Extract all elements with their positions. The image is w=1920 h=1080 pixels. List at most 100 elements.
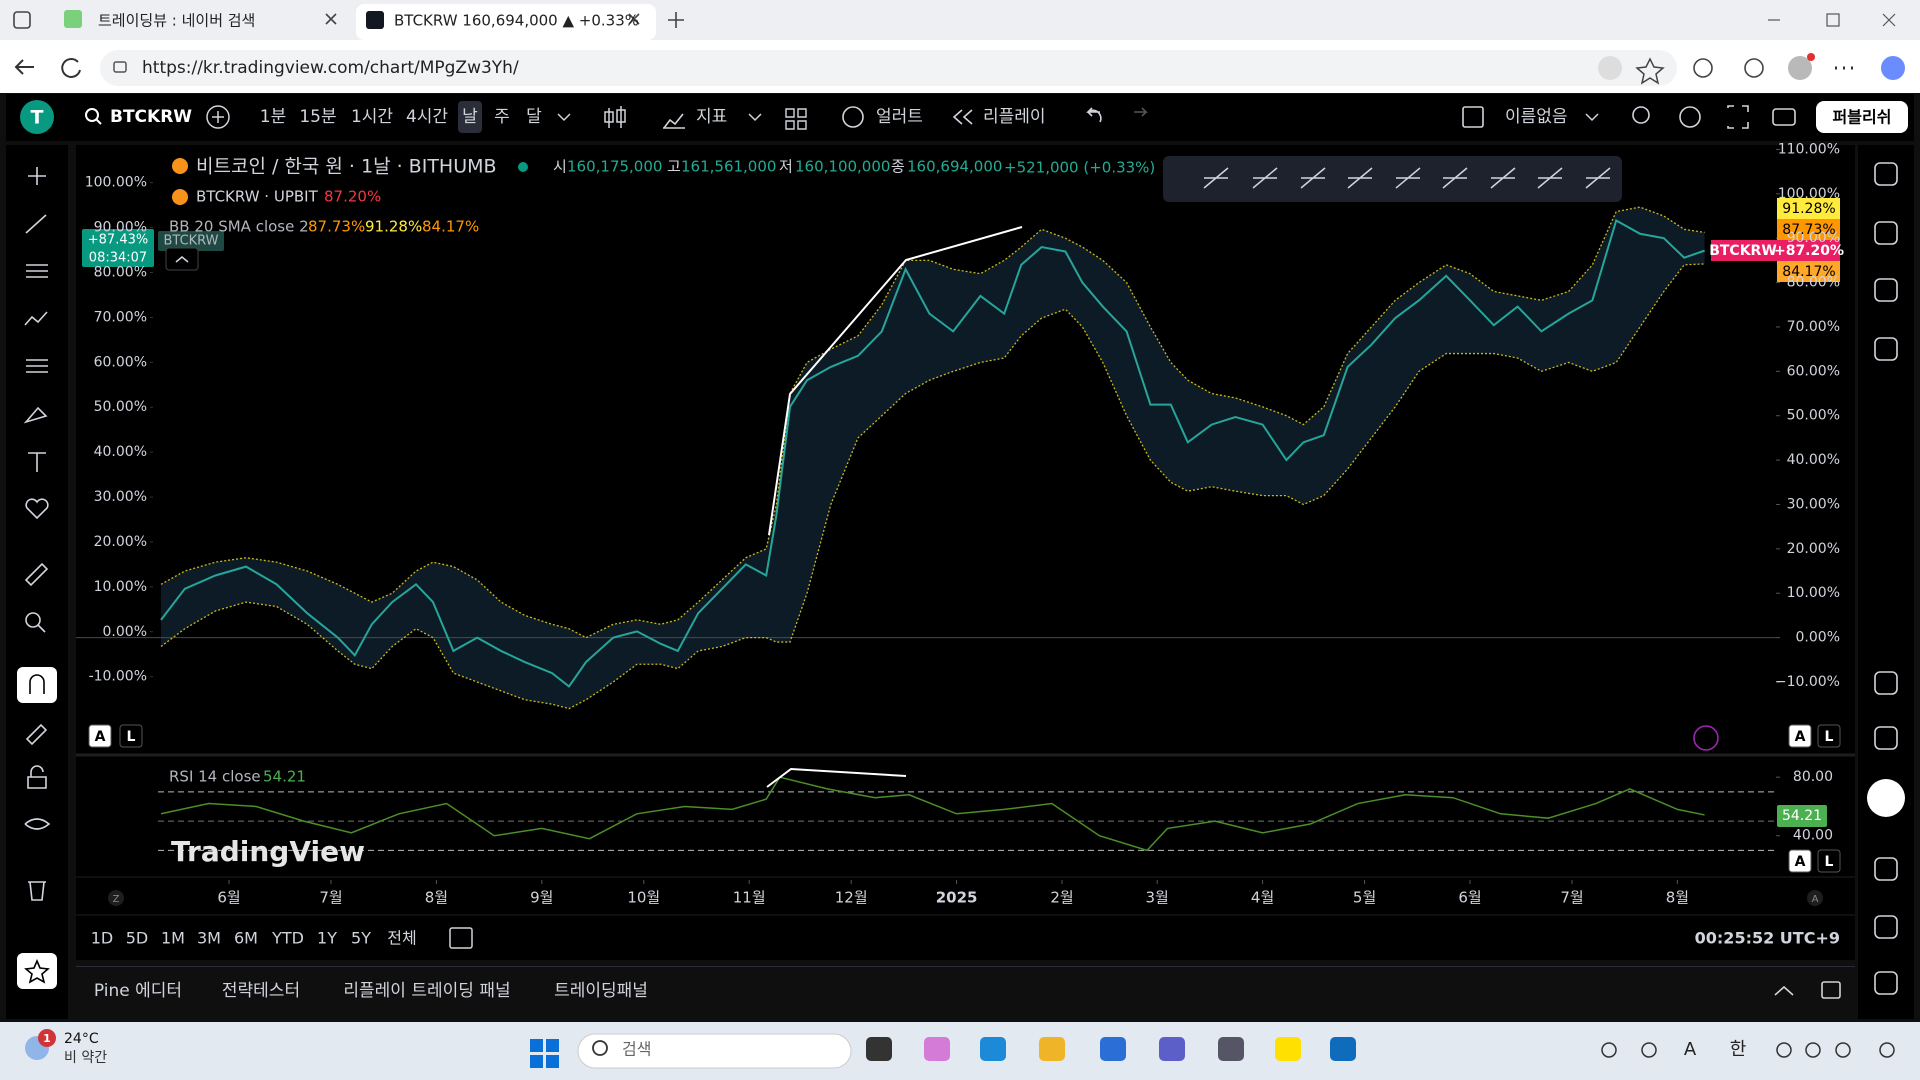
layout-dropdown[interactable] [1585, 113, 1599, 122]
range-button[interactable]: 1D [91, 929, 114, 948]
replay-icon[interactable] [952, 109, 973, 125]
tool-icon[interactable] [28, 167, 46, 185]
a-button[interactable] [1807, 890, 1823, 906]
lightning[interactable] [1693, 725, 1719, 751]
pane-button[interactable] [1817, 724, 1841, 748]
maximize[interactable] [1826, 13, 1840, 27]
search-box[interactable] [577, 1033, 852, 1069]
widget-icon[interactable] [1874, 726, 1898, 750]
tracking-icon[interactable] [1598, 56, 1622, 80]
tool-icon[interactable] [26, 264, 48, 278]
replay[interactable]: 리플레이 [983, 107, 1046, 127]
floating-tool[interactable] [1252, 167, 1278, 189]
range-button[interactable]: 1M [161, 929, 185, 948]
quick-search[interactable] [1632, 106, 1650, 124]
floating-tool[interactable] [1300, 167, 1326, 189]
new-tab[interactable] [668, 12, 684, 28]
close-window[interactable] [1882, 13, 1896, 27]
search-icon[interactable] [85, 108, 99, 122]
floating-tool[interactable] [1537, 167, 1563, 189]
floating-tool[interactable] [1203, 167, 1229, 189]
panel-maximize[interactable] [1821, 981, 1841, 999]
alert-icon[interactable] [842, 106, 864, 128]
tab-close[interactable] [325, 13, 337, 25]
range-button[interactable]: 전체 [387, 929, 416, 948]
interval-dropdown[interactable] [557, 113, 571, 122]
redo[interactable] [1134, 107, 1148, 117]
range-button[interactable]: 5Y [351, 929, 371, 948]
taskbar-app[interactable] [924, 1037, 950, 1061]
compare[interactable] [206, 105, 230, 129]
site-info[interactable] [113, 61, 127, 73]
taskbar-app[interactable] [1159, 1037, 1185, 1061]
indicators-dropdown[interactable] [748, 113, 762, 122]
tool-icon[interactable] [25, 498, 49, 520]
interval[interactable]: 1분 [260, 107, 286, 127]
start-button[interactable] [530, 1039, 559, 1068]
settings[interactable] [1679, 106, 1701, 128]
tray-icon[interactable] [1641, 1042, 1657, 1058]
fullscreen[interactable] [1727, 105, 1749, 129]
tab-close[interactable] [628, 13, 640, 25]
z-button[interactable] [108, 890, 124, 906]
taskbar-app[interactable] [866, 1037, 892, 1061]
rsi-trend-line[interactable] [766, 767, 907, 788]
bottom-tab[interactable]: 리플레이 트레이딩 패널 [343, 981, 510, 1001]
floating-tool[interactable] [1347, 167, 1373, 189]
range-button[interactable]: 1Y [317, 929, 337, 948]
range-button[interactable]: 6M [234, 929, 258, 948]
tool-icon[interactable] [24, 311, 48, 326]
panel-collapse[interactable] [1774, 985, 1794, 996]
layout-name[interactable]: 이름없음 [1505, 107, 1568, 127]
pane-button[interactable] [88, 724, 112, 748]
bookmark[interactable] [1635, 57, 1665, 85]
tray-icon[interactable] [1835, 1042, 1851, 1058]
bottom-tab[interactable]: Pine 에디터 [94, 981, 182, 1001]
extensions[interactable] [1693, 58, 1713, 78]
pane-button[interactable] [119, 724, 143, 748]
url-box[interactable] [100, 50, 1677, 86]
layout-icon[interactable] [1462, 106, 1484, 128]
sidebar-icon[interactable] [13, 11, 31, 29]
search-placeholder[interactable]: 검색 [622, 1040, 651, 1059]
snapshot[interactable] [1772, 108, 1796, 126]
range-button[interactable]: 3M [197, 929, 221, 948]
tray-icon[interactable] [1879, 1042, 1895, 1058]
tab-title[interactable]: BTCKRW 160,694,000 ▲ +0.33% [394, 12, 639, 30]
widget-icon[interactable] [1874, 221, 1898, 245]
tool-icon[interactable] [25, 612, 46, 633]
tool-icon[interactable] [25, 723, 48, 746]
undo[interactable] [1086, 107, 1102, 123]
interval[interactable]: 달 [526, 107, 542, 127]
active-tab[interactable] [356, 4, 656, 40]
taskbar-app[interactable] [1218, 1037, 1244, 1061]
widget-icon[interactable] [1874, 857, 1898, 881]
tool-icon[interactable] [24, 562, 49, 587]
taskbar-app[interactable] [1039, 1037, 1065, 1061]
tool-icon[interactable] [24, 818, 51, 830]
taskbar-app[interactable] [1275, 1037, 1301, 1061]
publish[interactable]: 퍼블리쉬 [1833, 108, 1892, 127]
floating-tool[interactable] [1585, 167, 1611, 189]
copilot[interactable] [1881, 56, 1905, 80]
interval[interactable]: 날 [462, 107, 478, 127]
calendar-icon[interactable] [449, 927, 473, 949]
url[interactable]: https://kr.tradingview.com/chart/MPgZw3Y… [142, 58, 519, 78]
range-button[interactable]: YTD [271, 929, 304, 948]
bottom-tab[interactable]: 트레이딩패널 [554, 981, 648, 1001]
interval[interactable]: 4시간 [406, 107, 448, 127]
favorites-button[interactable] [17, 953, 57, 989]
interval[interactable]: 1시간 [351, 107, 393, 127]
corner-label[interactable]: A [1812, 894, 1819, 905]
symbol[interactable]: BTCKRW [110, 107, 192, 127]
reload-button[interactable] [61, 57, 81, 78]
floating-tool[interactable] [1395, 167, 1421, 189]
taskbar-app[interactable] [980, 1037, 1006, 1061]
tool-icon[interactable] [27, 765, 47, 789]
publish-button[interactable] [1816, 101, 1908, 133]
trend-line[interactable] [768, 226, 1023, 536]
widget-icon[interactable] [1874, 278, 1898, 302]
apps-button[interactable] [1867, 779, 1905, 817]
taskbar-app[interactable] [1100, 1037, 1126, 1061]
tool-icon[interactable] [26, 359, 48, 373]
